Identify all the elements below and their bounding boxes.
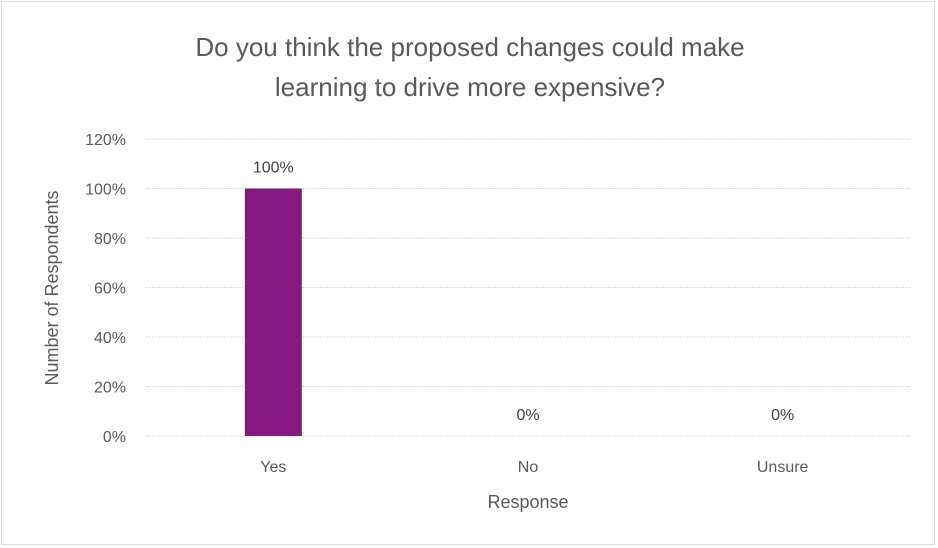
bars <box>244 188 302 436</box>
data-labels: 100% 0% 0% <box>253 160 794 425</box>
y-tick-label: 60% <box>94 281 126 298</box>
x-category-label-yes: Yes <box>260 459 286 476</box>
y-axis-ticks: 0% 20% 40% 60% 80% 100% 120% <box>85 132 126 446</box>
x-category-label-unsure: Unsure <box>757 459 809 476</box>
y-tick-label: 80% <box>94 231 126 248</box>
y-tick-label: 20% <box>94 380 126 397</box>
y-axis-title: Number of Respondents <box>42 190 62 385</box>
y-tick-label: 120% <box>85 132 126 149</box>
x-axis-title: Response <box>487 492 568 512</box>
y-tick-label: 40% <box>94 330 126 347</box>
x-category-label-no: No <box>518 459 539 476</box>
data-label-unsure: 0% <box>771 407 794 424</box>
chart-title-line-2: learning to drive more expensive? <box>275 72 665 102</box>
chart-title-line-1: Do you think the proposed changes could … <box>195 32 744 62</box>
y-tick-label: 0% <box>103 429 126 446</box>
x-axis-categories: Yes No Unsure <box>260 459 808 476</box>
y-tick-label: 100% <box>85 182 126 199</box>
data-label-no: 0% <box>516 407 539 424</box>
data-label-yes: 100% <box>253 160 294 177</box>
bar-yes <box>244 188 302 436</box>
